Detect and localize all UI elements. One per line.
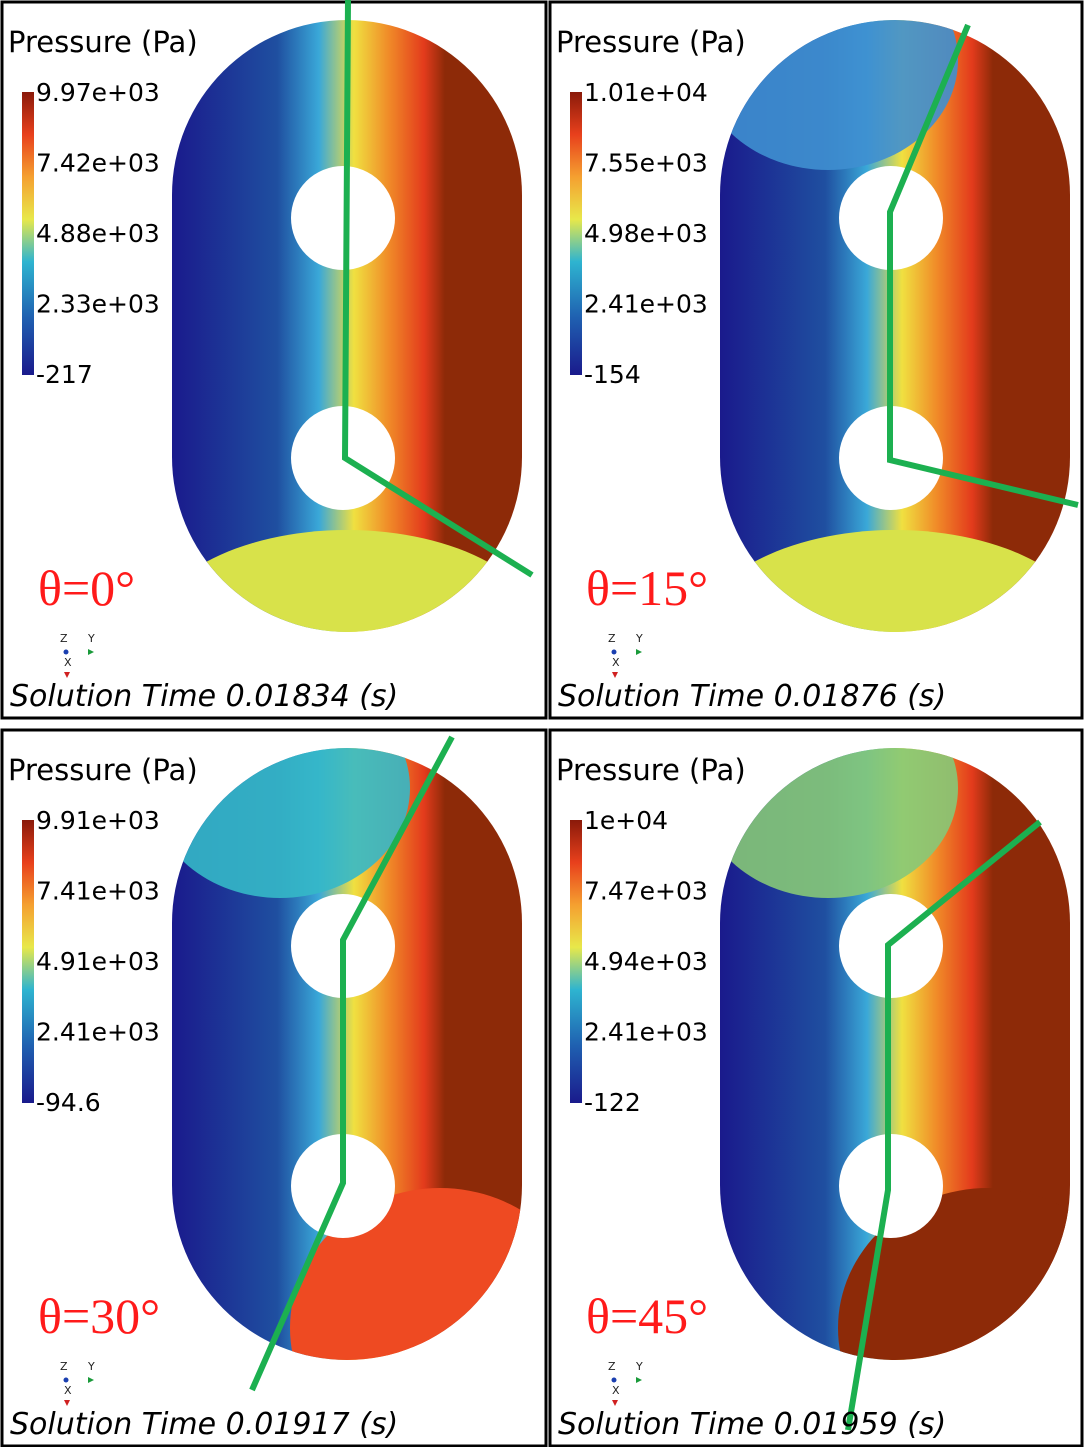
axis-arrow bbox=[88, 1377, 94, 1383]
colorbar-label: 9.97e+03 bbox=[36, 78, 160, 107]
axis-z: Z bbox=[60, 632, 68, 645]
angle-label: θ=15° bbox=[586, 560, 708, 616]
colorbar-label: 1.01e+04 bbox=[584, 78, 708, 107]
field-top-region bbox=[720, 748, 958, 898]
colorbar-label: -217 bbox=[36, 360, 93, 389]
axis-x: X bbox=[64, 1384, 72, 1397]
panel: Pressure (Pa) 1.01e+04 7.55e+03 4.98e+03 2.4… bbox=[548, 0, 1084, 720]
panel: Pressure (Pa) 9.91e+03 7.41e+03 4.91e+03 2.4… bbox=[0, 728, 548, 1447]
axis-dot bbox=[63, 649, 69, 655]
colorbar bbox=[22, 92, 34, 375]
legend-title: Pressure (Pa) bbox=[8, 753, 198, 787]
solution-time: Solution Time 0.01917 (s) bbox=[10, 1407, 398, 1442]
rotor-line bbox=[845, 819, 1042, 1431]
panel-border bbox=[548, 0, 1084, 720]
axis-x: X bbox=[64, 656, 72, 669]
axis-y: Y bbox=[87, 632, 95, 645]
pressure-field bbox=[172, 748, 522, 1360]
colorbar bbox=[570, 820, 582, 1103]
angle-label: θ=45° bbox=[586, 1288, 708, 1344]
solution-time: Solution Time 0.01959 (s) bbox=[558, 1407, 946, 1442]
colorbar-label: 4.91e+03 bbox=[36, 947, 160, 976]
colorbar-label: 9.91e+03 bbox=[36, 806, 160, 835]
colorbar-label: -122 bbox=[584, 1088, 641, 1117]
axis-arrow bbox=[612, 672, 618, 678]
legend-title: Pressure (Pa) bbox=[556, 25, 746, 59]
axis-arrow bbox=[636, 1377, 642, 1383]
colorbar bbox=[22, 820, 34, 1103]
angle-label: θ=0° bbox=[38, 560, 135, 616]
axis-x: X bbox=[612, 656, 620, 669]
rotor-line bbox=[887, 23, 1079, 508]
colorbar-label: 7.47e+03 bbox=[584, 877, 708, 906]
axis-arrow bbox=[64, 1400, 70, 1406]
colorbar-label: 2.41e+03 bbox=[584, 1018, 708, 1047]
axis-z: Z bbox=[60, 1360, 68, 1373]
solution-time: Solution Time 0.01834 (s) bbox=[10, 679, 398, 714]
panel: Pressure (Pa) 1e+04 7.47e+03 4.94e+03 2.41e+… bbox=[548, 728, 1084, 1447]
solution-time: Solution Time 0.01876 (s) bbox=[558, 679, 946, 714]
axis-arrow bbox=[612, 1400, 618, 1406]
axis-x: X bbox=[612, 1384, 620, 1397]
panel-border bbox=[0, 0, 548, 720]
axis-arrow bbox=[636, 649, 642, 655]
field-top-region bbox=[172, 748, 410, 898]
panel-border bbox=[548, 728, 1084, 1447]
colorbar-label: 7.41e+03 bbox=[36, 877, 160, 906]
legend-title: Pressure (Pa) bbox=[556, 753, 746, 787]
colorbar-label: 7.55e+03 bbox=[584, 149, 708, 178]
axis-dot bbox=[63, 1377, 69, 1383]
axis-y: Y bbox=[635, 632, 643, 645]
axis-arrow bbox=[64, 672, 70, 678]
colorbar bbox=[570, 92, 582, 375]
colorbar-label: 2.33e+03 bbox=[36, 290, 160, 319]
colorbar-label: 2.41e+03 bbox=[584, 290, 708, 319]
panel-border bbox=[0, 728, 548, 1447]
rotor-line bbox=[341, 0, 534, 578]
hole bbox=[291, 166, 395, 270]
axis-dot bbox=[611, 649, 617, 655]
colorbar-label: 4.98e+03 bbox=[584, 219, 708, 248]
angle-label: θ=30° bbox=[38, 1288, 160, 1344]
field-bottom-region bbox=[720, 530, 1070, 632]
pressure-field bbox=[720, 20, 1070, 632]
colorbar-label: -94.6 bbox=[36, 1088, 101, 1117]
field-bottom-region bbox=[172, 530, 522, 632]
axis-z: Z bbox=[608, 632, 616, 645]
axis-dot bbox=[611, 1377, 617, 1383]
colorbar-label: -154 bbox=[584, 360, 641, 389]
legend-title: Pressure (Pa) bbox=[8, 25, 198, 59]
colorbar-label: 4.94e+03 bbox=[584, 947, 708, 976]
colorbar-label: 7.42e+03 bbox=[36, 149, 160, 178]
axis-arrow bbox=[88, 649, 94, 655]
axis-z: Z bbox=[608, 1360, 616, 1373]
rotor-line bbox=[249, 735, 455, 1392]
panel: Pressure (Pa) 9.97e+03 7.42e+03 4.88e+03 2.3… bbox=[0, 0, 548, 720]
colorbar-label: 2.41e+03 bbox=[36, 1018, 160, 1047]
colorbar-label: 4.88e+03 bbox=[36, 219, 160, 248]
field-top-region bbox=[720, 20, 958, 170]
colorbar-label: 1e+04 bbox=[584, 806, 668, 835]
axis-y: Y bbox=[635, 1360, 643, 1373]
axis-y: Y bbox=[87, 1360, 95, 1373]
